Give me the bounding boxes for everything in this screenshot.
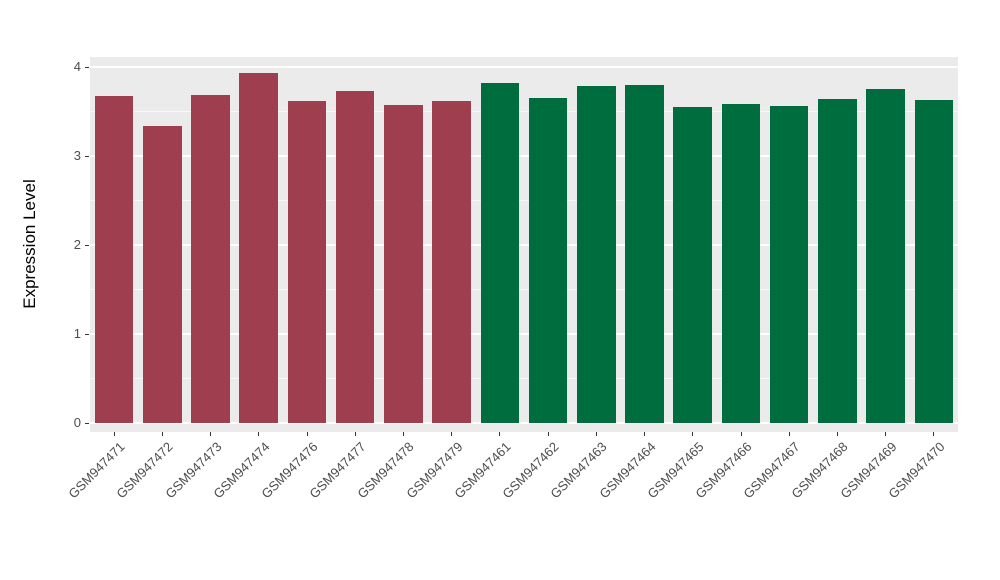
gridline-major <box>90 422 958 424</box>
y-tick-label: 1 <box>73 326 81 341</box>
x-tick-mark <box>402 432 404 436</box>
x-tick-mark <box>836 432 838 436</box>
y-tick-mark <box>85 244 89 246</box>
bar <box>94 96 134 423</box>
x-tick-mark <box>499 432 501 436</box>
gridline-major <box>90 333 958 335</box>
bar <box>769 106 809 423</box>
gridline-major <box>90 155 958 157</box>
bar <box>625 84 664 423</box>
bar <box>480 83 520 423</box>
y-tick-mark <box>85 66 89 68</box>
plot-panel <box>90 57 958 432</box>
x-tick-mark <box>451 432 453 436</box>
y-tick-label: 3 <box>73 148 81 163</box>
bar <box>577 85 616 423</box>
x-tick-mark <box>933 432 935 436</box>
x-tick-mark <box>692 432 694 436</box>
gridline-minor <box>90 289 958 290</box>
x-tick-mark <box>113 432 115 436</box>
bar <box>914 99 954 423</box>
bar <box>335 91 375 423</box>
x-tick-mark <box>788 432 790 436</box>
gridline-minor <box>90 111 958 112</box>
x-tick-mark <box>595 432 597 436</box>
y-tick-mark <box>85 333 89 335</box>
bar <box>191 94 230 423</box>
y-axis-title: Expression Level <box>20 179 39 309</box>
gridline-minor <box>90 200 958 201</box>
x-tick-mark <box>644 432 646 436</box>
x-tick-mark <box>161 432 163 436</box>
bar <box>143 125 182 423</box>
gridline-major <box>90 244 958 246</box>
bar <box>721 104 761 423</box>
bar <box>239 73 279 423</box>
bar <box>287 100 327 423</box>
bar <box>673 107 713 423</box>
x-tick-mark <box>885 432 887 436</box>
x-tick-mark <box>740 432 742 436</box>
x-tick-mark <box>306 432 308 436</box>
x-tick-mark <box>547 432 549 436</box>
gridline-major <box>90 66 958 68</box>
bar <box>432 100 471 423</box>
x-tick-mark <box>210 432 212 436</box>
gridline-minor <box>90 378 958 379</box>
x-tick-mark <box>354 432 356 436</box>
y-tick-mark <box>85 155 89 157</box>
bar <box>866 89 905 423</box>
y-tick-label: 2 <box>73 237 81 252</box>
bar <box>818 99 857 423</box>
x-tick-mark <box>258 432 260 436</box>
y-tick-label: 4 <box>73 59 81 74</box>
bar <box>384 105 423 423</box>
bar <box>528 98 568 423</box>
y-tick-mark <box>85 422 89 424</box>
y-tick-label: 0 <box>73 415 81 430</box>
